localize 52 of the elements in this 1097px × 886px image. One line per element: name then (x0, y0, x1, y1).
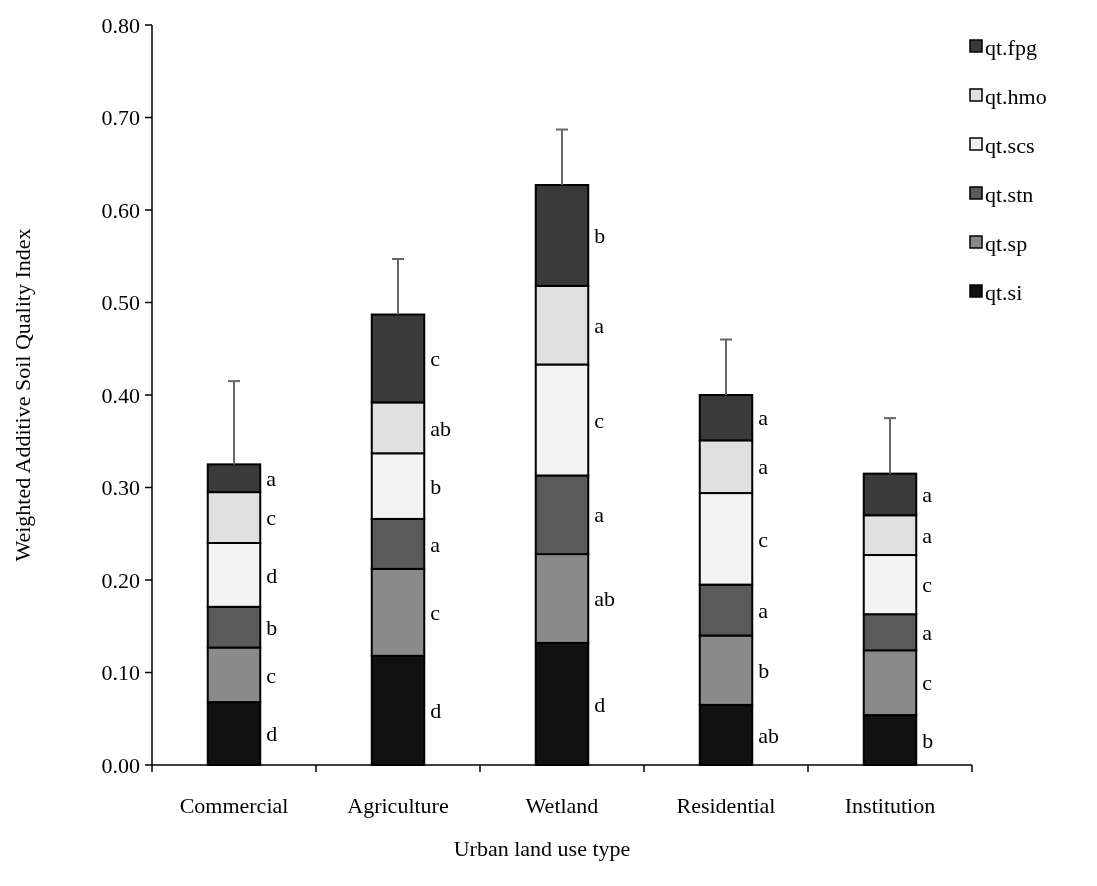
data-label: a (266, 465, 277, 491)
legend-label: qt.sp (985, 230, 1028, 256)
data-label: d (266, 562, 278, 588)
y-tick-label: 0.70 (101, 105, 140, 131)
data-label: a (594, 502, 605, 528)
data-label: d (430, 698, 442, 724)
x-tick-label: Commercial (179, 793, 289, 818)
data-label: a (594, 312, 605, 338)
y-axis-title: Weighted Additive Soil Quality Index (10, 228, 35, 562)
data-label: b (758, 657, 770, 683)
x-axis-title: Urban land use type (453, 836, 631, 861)
data-label: c (430, 346, 441, 372)
y-tick-label: 0.50 (101, 290, 140, 316)
data-label: c (758, 526, 769, 552)
y-tick-label: 0.80 (101, 12, 140, 38)
x-tick-label: Institution (844, 793, 936, 818)
legend-label: qt.scs (985, 132, 1035, 158)
y-tick-label: 0.30 (101, 475, 140, 501)
data-label: b (430, 473, 442, 499)
data-label: a (758, 597, 769, 623)
y-tick-label: 0.40 (101, 382, 140, 408)
data-label: c (594, 407, 605, 433)
data-label: a (922, 522, 933, 548)
data-label: d (266, 721, 278, 747)
data-label: c (266, 662, 277, 688)
data-label: c (430, 600, 441, 626)
data-label: ab (758, 722, 780, 748)
data-label: a (430, 531, 441, 557)
data-label: c (266, 505, 277, 531)
data-label: c (922, 670, 933, 696)
data-label: ab (430, 415, 452, 441)
legend-label: qt.stn (985, 181, 1034, 207)
x-tick-label: Agriculture (347, 793, 449, 818)
x-tick-label: Residential (676, 793, 776, 818)
data-label: ab (594, 586, 616, 612)
y-tick-label: 0.60 (101, 197, 140, 223)
y-tick-label: 0.00 (101, 752, 140, 778)
data-label: c (922, 572, 933, 598)
y-tick-label: 0.20 (101, 567, 140, 593)
data-label: a (758, 454, 769, 480)
legend-label: qt.fpg (985, 34, 1037, 60)
legend-label: qt.hmo (985, 83, 1047, 109)
y-tick-label: 0.10 (101, 660, 140, 686)
data-label: b (922, 727, 934, 753)
data-label: a (922, 619, 933, 645)
legend-label: qt.si (985, 279, 1023, 305)
data-label: b (266, 614, 278, 640)
data-label: a (922, 482, 933, 508)
data-label: a (758, 405, 769, 431)
data-label: d (594, 691, 606, 717)
x-tick-label: Wetland (525, 793, 599, 818)
data-label: b (594, 223, 606, 249)
